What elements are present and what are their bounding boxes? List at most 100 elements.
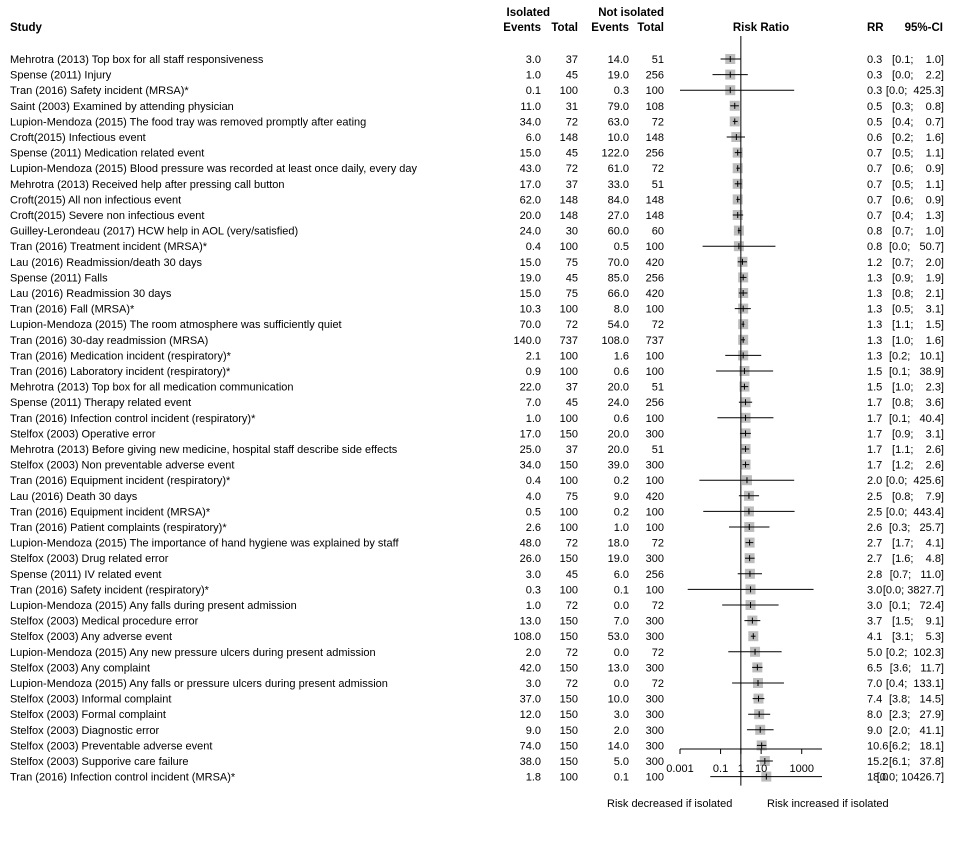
- isolated-total-value: 100: [560, 772, 578, 784]
- rr-value: 1.3: [867, 272, 882, 284]
- isolated-total-value: 45: [566, 70, 578, 82]
- not-isolated-events-value: 39.0: [608, 460, 629, 472]
- study-label: Stelfox (2003) Non preventable adverse e…: [10, 460, 234, 472]
- not-isolated-total-value: 420: [646, 491, 664, 503]
- isolated-total-value: 100: [560, 350, 578, 362]
- isolated-events-value: 11.0: [520, 101, 541, 113]
- rr-value: 2.7: [867, 538, 882, 550]
- not-isolated-events-value: 0.0: [614, 647, 629, 659]
- isolated-total-value: 100: [560, 584, 578, 596]
- not-isolated-events-value: 20.0: [608, 428, 629, 440]
- isolated-events-value: 9.0: [526, 725, 541, 737]
- isolated-events-value: 19.0: [520, 272, 541, 284]
- study-label: Lupion-Mendoza (2015) Blood pressure was…: [10, 163, 418, 175]
- study-label: Mehrotra (2013) Top box for all staff re…: [10, 54, 264, 66]
- not-isolated-total-value: 100: [646, 413, 664, 425]
- isolated-total-value: 72: [566, 116, 578, 128]
- isolated-total-value: 45: [566, 148, 578, 160]
- isolated-total-value: 100: [560, 241, 578, 253]
- not-isolated-total-value: 72: [652, 600, 664, 612]
- not-isolated-events-value: 33.0: [608, 179, 629, 191]
- header-rr: RR: [867, 22, 884, 34]
- ci-value: [0.2; 10.1]: [889, 350, 944, 362]
- isolated-events-value: 43.0: [520, 163, 541, 175]
- rr-value: 7.0: [867, 678, 882, 690]
- not-isolated-total-value: 100: [646, 366, 664, 378]
- isolated-events-value: 38.0: [520, 756, 541, 768]
- not-isolated-events-value: 122.0: [601, 148, 629, 160]
- isolated-total-value: 45: [566, 272, 578, 284]
- rr-value: 2.7: [867, 553, 882, 565]
- isolated-events-value: 7.0: [526, 397, 541, 409]
- rr-value: 1.7: [867, 413, 882, 425]
- not-isolated-total-value: 256: [646, 397, 664, 409]
- not-isolated-total-value: 72: [652, 319, 664, 331]
- study-label: Spense (2011) Medication related event: [10, 148, 204, 160]
- isolated-total-value: 72: [566, 678, 578, 690]
- not-isolated-events-value: 3.0: [614, 709, 629, 721]
- study-label: Tran (2016) Infection control incident (…: [10, 413, 256, 425]
- rr-value: 0.7: [867, 210, 882, 222]
- not-isolated-events-value: 19.0: [608, 70, 629, 82]
- isolated-total-value: 100: [560, 475, 578, 487]
- isolated-total-value: 150: [560, 553, 578, 565]
- not-isolated-events-value: 20.0: [608, 382, 629, 394]
- study-label: Stelfox (2003) Any adverse event: [10, 631, 172, 643]
- isolated-total-value: 31: [566, 101, 578, 113]
- isolated-events-value: 15.0: [520, 257, 541, 269]
- study-label: Stelfox (2003) Supporive care failure: [10, 756, 189, 768]
- isolated-total-value: 150: [560, 428, 578, 440]
- study-label: Stelfox (2003) Medical procedure error: [10, 616, 199, 628]
- header-not-isolated: Not isolated: [598, 7, 664, 19]
- footer-risk-increased: Risk increased if isolated: [767, 798, 889, 810]
- isolated-events-value: 0.4: [526, 241, 541, 253]
- not-isolated-events-value: 108.0: [601, 335, 629, 347]
- study-label: Stelfox (2003) Diagnostic error: [10, 725, 160, 737]
- header-events-not-isolated: Events: [591, 22, 629, 34]
- ci-value: [0.4; 133.1]: [886, 678, 944, 690]
- not-isolated-events-value: 0.5: [614, 241, 629, 253]
- rr-value: 2.5: [867, 506, 882, 518]
- isolated-total-value: 148: [560, 210, 578, 222]
- isolated-events-value: 22.0: [520, 382, 541, 394]
- rr-value: 0.3: [867, 54, 882, 66]
- header-total-not-isolated: Total: [637, 22, 664, 34]
- isolated-events-value: 62.0: [520, 194, 541, 206]
- study-label: Stelfox (2003) Operative error: [10, 428, 156, 440]
- isolated-events-value: 13.0: [520, 616, 541, 628]
- ci-value: [0.3; 0.8]: [892, 101, 944, 113]
- ci-value: [0.8; 7.9]: [892, 491, 944, 503]
- isolated-events-value: 42.0: [520, 662, 541, 674]
- not-isolated-events-value: 66.0: [608, 288, 629, 300]
- not-isolated-total-value: 100: [646, 85, 664, 97]
- not-isolated-events-value: 79.0: [608, 101, 629, 113]
- not-isolated-events-value: 0.2: [614, 506, 629, 518]
- not-isolated-total-value: 300: [646, 740, 664, 752]
- not-isolated-total-value: 51: [652, 444, 664, 456]
- study-label: Lau (2016) Death 30 days: [10, 491, 138, 503]
- not-isolated-events-value: 0.0: [614, 678, 629, 690]
- not-isolated-total-value: 148: [646, 194, 664, 206]
- isolated-total-value: 75: [566, 257, 578, 269]
- study-label: Tran (2016) Fall (MRSA)*: [10, 304, 135, 316]
- ci-value: [0.5; 1.1]: [892, 179, 944, 191]
- study-label: Stelfox (2003) Any complaint: [10, 662, 150, 674]
- isolated-events-value: 1.0: [526, 413, 541, 425]
- not-isolated-total-value: 256: [646, 70, 664, 82]
- isolated-total-value: 100: [560, 366, 578, 378]
- header-ci: 95%-CI: [905, 22, 943, 34]
- not-isolated-total-value: 100: [646, 522, 664, 534]
- rr-value: 0.3: [867, 85, 882, 97]
- study-label: Saint (2003) Examined by attending physi…: [10, 101, 234, 113]
- not-isolated-events-value: 0.1: [614, 584, 629, 596]
- isolated-total-value: 150: [560, 631, 578, 643]
- rr-value: 3.0: [867, 584, 882, 596]
- not-isolated-total-value: 148: [646, 210, 664, 222]
- not-isolated-total-value: 300: [646, 694, 664, 706]
- not-isolated-events-value: 19.0: [608, 553, 629, 565]
- not-isolated-events-value: 20.0: [608, 444, 629, 456]
- not-isolated-total-value: 100: [646, 350, 664, 362]
- not-isolated-events-value: 13.0: [608, 662, 629, 674]
- not-isolated-events-value: 10.0: [608, 132, 629, 144]
- not-isolated-events-value: 54.0: [608, 319, 629, 331]
